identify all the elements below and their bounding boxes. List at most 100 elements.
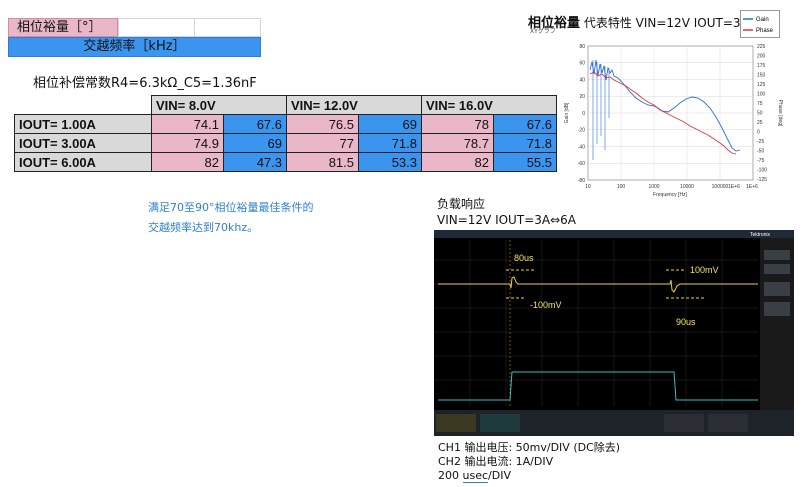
trigger-status [708,414,748,432]
y-right-tick: -125 [757,177,767,183]
legend-key: 相位裕量［°］ 交越频率［kHz］ [8,18,261,58]
bode-ylabel-right: Phase [deg] [777,100,783,127]
bode-ylabel-left: Gain [dB] [564,102,570,123]
y-left-tick: 40 [579,78,585,84]
header-vin-16: VIN= 16.0V [421,95,557,115]
crossover-cell: 67.6 [223,114,287,134]
bode-xlabel: Frequency [Hz] [653,192,688,198]
y-left-tick: -60 [578,161,585,167]
phase-margin-cell: 74.1 [151,114,224,134]
y-left-tick: 60 [579,61,585,67]
ch1-label: CH1 输出电压 [438,441,509,454]
crossover-cell: 71.8 [493,133,557,153]
bode-subtitle: XYグラフ [530,28,556,35]
ch2-status [480,414,520,432]
phase-trace [589,71,737,155]
condition-note: 满足70至90°相位裕量最佳条件的 交越频率达到70khz。 [148,198,314,238]
y-right-tick: 200 [757,54,766,60]
load-response-heading: 负载响应 VIN=12V IOUT=3A⇔6A [437,196,576,228]
crossover-cell: 69 [358,114,422,134]
gain-legend-label: Gain [756,17,769,23]
phase-margin-table: VIN= 8.0V VIN= 12.0V VIN= 16.0V IOUT= 1.… [14,95,557,172]
y-right-tick: 100 [757,92,766,98]
phase-margin-cell: 82 [421,152,494,172]
ch2-label: CH2 输出电流 [438,455,509,468]
y-right-tick: 150 [757,73,766,79]
timebase-prefix: 200 [438,469,463,482]
horizontal-status [664,414,704,432]
y-right-tick: -25 [757,139,764,145]
bode-legend: Gain Phase [740,10,780,38]
ch1-status [436,414,476,432]
load-response-subtitle: VIN=12V IOUT=3A⇔6A [437,213,576,227]
timebase-unit: usec [462,469,489,483]
note-line-1: 满足70至90°相位裕量最佳条件的 [148,201,314,214]
scope-menu-bar [434,230,794,238]
x-tick: 1E+6 [728,184,740,190]
y-left-tick: -20 [578,128,585,134]
table-corner [15,96,152,115]
phase-margin-cell: 74.9 [151,133,224,153]
phase-margin-cell: 77 [286,133,359,153]
y-right-tick: -75 [757,158,764,164]
crossover-cell: 67.6 [493,114,557,134]
scope-brand: Tektronix [750,232,771,238]
phase-legend-label: Phase [756,28,774,34]
table-row: IOUT= 6.00A 82 47.3 81.5 53.3 82 55.5 [14,152,557,172]
scope-panel-button [764,250,790,260]
x-tick: 1E+6 [746,184,758,190]
oscilloscope-screen: Tektronix [434,230,794,436]
y-right-tick: 125 [757,82,766,88]
y-right-tick: 175 [757,63,766,69]
phase-margin-cell: 78.7 [421,133,494,153]
legend-empty-cells [118,18,261,37]
ch2-setting: CH2 输出电流: 1A/DIV [438,455,620,469]
phase-margin-cell: 81.5 [286,152,359,172]
crossover-cell: 55.5 [493,152,557,172]
crossover-cell: 47.3 [223,152,287,172]
ch1-setting: CH1 输出电压: 50mv/DIV (DC除去) [438,441,620,455]
y-left-tick: 80 [579,44,585,50]
bode-title-rest: 代表特性 VIN=12V IOUT=3A [580,16,749,30]
row-label: IOUT= 1.00A [14,114,152,134]
y-left-tick: -80 [578,178,585,184]
bode-title: 相位裕量 代表特性 VIN=12V IOUT=3A XYグラフ [528,12,749,35]
y-right-tick: -100 [757,168,767,174]
y-right-tick: 225 [757,44,766,50]
phase-margin-cell: 82 [151,152,224,172]
table-row: IOUT= 1.00A 74.1 67.6 76.5 69 78 67.6 [14,114,557,134]
phase-margin-cell: 76.5 [286,114,359,134]
timebase-setting: 200 usec/DIV [438,469,620,483]
note-line-2: 交越频率达到70khz。 [148,221,259,234]
scope-settings: CH1 输出电压: 50mv/DIV (DC除去) CH2 输出电流: 1A/D… [438,441,620,483]
y-left-tick: -40 [578,145,585,151]
row-label: IOUT= 6.00A [14,152,152,172]
annotation-100mv: 100mV [690,265,719,275]
y-right-tick: 25 [757,120,763,126]
y-right-tick: 50 [757,111,763,117]
y-right-tick: 0 [757,130,760,136]
bode-plot: 80 60 40 20 0 -20 -40 -60 -80 225 200 17… [564,44,783,198]
crossover-cell: 53.3 [358,152,422,172]
phase-margin-legend: 相位裕量［°］ [8,18,118,37]
annotation-80us: 80us [514,253,534,263]
bode-title-bold: 相位裕量 [528,16,581,31]
x-tick: 10 [585,184,591,190]
x-tick: 100000 [712,184,729,190]
table-header-row: VIN= 8.0V VIN= 12.0V VIN= 16.0V [15,95,557,115]
table-row: IOUT= 3.00A 74.9 69 77 71.8 78.7 71.8 [14,133,557,153]
ch1-value: : 50mv/DIV (DC除去) [508,441,621,454]
phase-margin-cell: 78 [421,114,494,134]
ch1-voltage-trace [438,276,758,293]
compensation-constants: 相位补偿常数R4=6.3kΩ_C5=1.36nF [33,76,257,91]
timebase-suffix: /DIV [488,469,511,482]
y-left-tick: 0 [582,111,585,117]
crossover-cell: 69 [223,133,287,153]
load-response-title: 负载响应 [437,197,486,211]
scope-panel-button [764,302,790,316]
x-tick: 100 [617,184,626,190]
crossover-legend: 交越频率［kHz］ [8,37,261,57]
annotation-minus-100mv: -100mV [530,300,562,310]
y-right-tick: -50 [757,149,764,155]
annotation-90us: 90us [676,317,696,327]
